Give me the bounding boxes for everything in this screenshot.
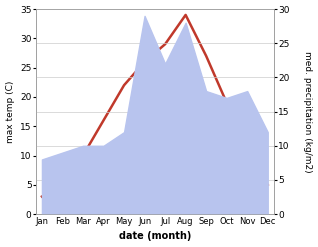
X-axis label: date (month): date (month) (119, 231, 191, 242)
Y-axis label: med. precipitation (kg/m2): med. precipitation (kg/m2) (303, 51, 313, 172)
Y-axis label: max temp (C): max temp (C) (5, 80, 15, 143)
